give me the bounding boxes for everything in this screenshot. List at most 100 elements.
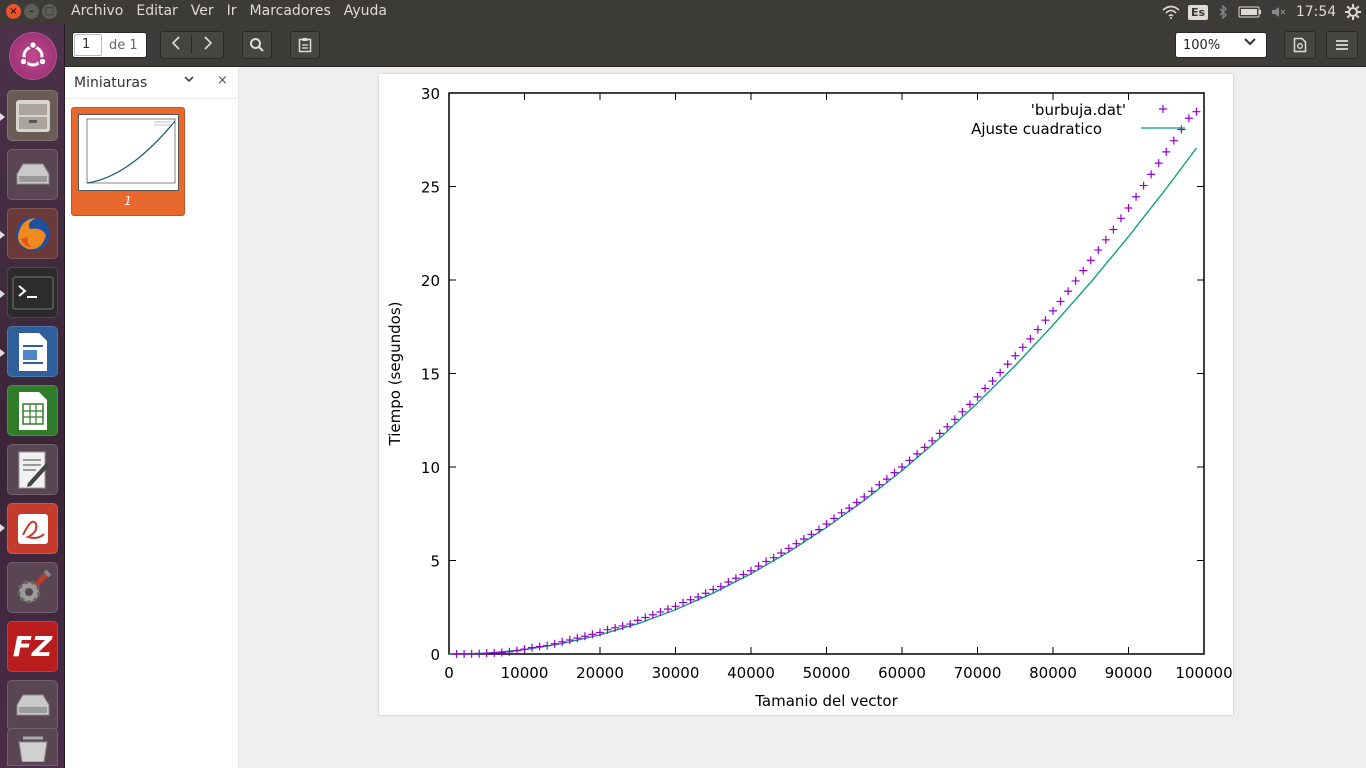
sidebar-title[interactable]: Miniaturas [74, 75, 148, 91]
battery-icon[interactable] [1234, 6, 1266, 18]
system-settings-icon[interactable] [7, 562, 58, 613]
disk-drive-icon[interactable] [7, 680, 58, 731]
data-point [558, 637, 567, 646]
data-point [1116, 214, 1125, 223]
data-point [1018, 343, 1027, 352]
data-point [784, 544, 793, 553]
page-thumbnail[interactable]: 1 [71, 107, 185, 216]
menu-ayuda[interactable]: Ayuda [343, 3, 388, 19]
data-point [543, 641, 552, 650]
ubuntu-dash-icon[interactable] [9, 32, 57, 80]
x-tick-label: 40000 [727, 664, 775, 682]
data-point [716, 582, 725, 591]
x-tick-label: 10000 [501, 664, 549, 682]
y-tick-label: 30 [421, 85, 440, 103]
keyboard-layout-indicator[interactable]: Es [1184, 4, 1212, 20]
pdf-viewer-icon[interactable] [7, 503, 58, 554]
data-point [686, 595, 695, 604]
data-point [837, 508, 846, 517]
zoom-select[interactable]: 100% [1175, 32, 1267, 58]
writer-icon[interactable] [7, 326, 58, 377]
close-sidebar-icon[interactable]: × [217, 73, 228, 88]
wifi-icon[interactable] [1158, 5, 1184, 19]
data-point [1094, 246, 1103, 255]
fit-line [448, 147, 1198, 655]
data-point [875, 480, 884, 489]
data-point [475, 649, 484, 658]
data-point [490, 648, 499, 657]
data-point [626, 620, 635, 629]
data-point [928, 436, 937, 445]
x-tick-label: 70000 [954, 664, 1002, 682]
data-point [1071, 276, 1080, 285]
data-point [739, 570, 748, 579]
x-tick-label: 20000 [576, 664, 624, 682]
filezilla-icon[interactable]: FZ [7, 621, 58, 672]
x-tick-label: 0 [444, 664, 454, 682]
page-navigation [160, 31, 224, 59]
indicator-area: Es 17:54 [1158, 0, 1366, 24]
window-controls: × – □ [6, 4, 57, 19]
data-point [1109, 225, 1118, 234]
gear-icon[interactable] [1340, 4, 1366, 20]
data-point [1079, 266, 1088, 275]
data-point [663, 605, 672, 614]
chevron-down-icon[interactable] [183, 72, 195, 88]
next-page-icon[interactable] [192, 36, 223, 54]
menu-editar[interactable]: Editar [136, 3, 178, 19]
bluetooth-icon[interactable] [1212, 5, 1234, 19]
data-point [648, 610, 657, 619]
file-manager-icon[interactable] [7, 90, 58, 141]
page-number-input[interactable]: 1 [74, 34, 102, 56]
terminal-icon[interactable] [7, 267, 58, 318]
disk-drive-icon[interactable] [7, 149, 58, 200]
legend-label: 'burbuja.dat' [1031, 101, 1126, 119]
firefox-icon[interactable] [7, 208, 58, 259]
data-point [520, 645, 529, 654]
search-button[interactable] [242, 31, 272, 59]
clock[interactable]: 17:54 [1295, 4, 1337, 20]
trash-icon[interactable] [7, 728, 58, 766]
launcher: FZ [0, 24, 65, 768]
data-point [754, 562, 763, 571]
thumbnail-page-number: 1 [124, 194, 132, 208]
menu-ir[interactable]: Ir [226, 3, 237, 19]
data-point [497, 648, 506, 657]
data-point [1064, 287, 1073, 296]
data-point [799, 534, 808, 543]
y-tick-label: 5 [430, 553, 440, 571]
data-point [988, 376, 997, 385]
close-window-button[interactable]: × [6, 4, 21, 19]
data-point [1184, 114, 1193, 123]
data-point [679, 598, 688, 607]
data-point [482, 649, 491, 658]
text-editor-icon[interactable] [7, 444, 58, 495]
data-point [467, 649, 476, 658]
document-view: 0 10000 20000 30000 40000 50000 60000 70000 8000… [239, 67, 1366, 768]
data-point [935, 429, 944, 438]
data-point [943, 422, 952, 431]
menu-ver[interactable]: Ver [190, 3, 214, 19]
menu-marcadores[interactable]: Marcadores [249, 3, 331, 19]
data-point [452, 650, 461, 658]
data-point [792, 539, 801, 548]
document-icon [1293, 37, 1307, 53]
data-point [460, 650, 469, 658]
annotations-button[interactable] [290, 31, 320, 59]
x-axis-label: Tamanio del vector [754, 692, 898, 710]
document-properties-button[interactable] [1284, 31, 1316, 59]
maximize-window-button[interactable]: □ [42, 4, 57, 19]
calc-icon[interactable] [7, 385, 58, 436]
minimize-window-button[interactable]: – [24, 4, 39, 19]
menu-archivo[interactable]: Archivo [71, 3, 124, 19]
data-point [905, 456, 914, 465]
thumbnail-preview [78, 114, 179, 191]
previous-page-icon[interactable] [161, 36, 193, 54]
zoom-value: 100% [1183, 37, 1221, 53]
data-point [973, 392, 982, 401]
volume-muted-icon[interactable] [1266, 6, 1292, 18]
data-point [1003, 360, 1012, 369]
data-point [830, 514, 839, 523]
y-tick-label: 0 [430, 646, 440, 664]
hamburger-menu-button[interactable] [1326, 31, 1358, 59]
